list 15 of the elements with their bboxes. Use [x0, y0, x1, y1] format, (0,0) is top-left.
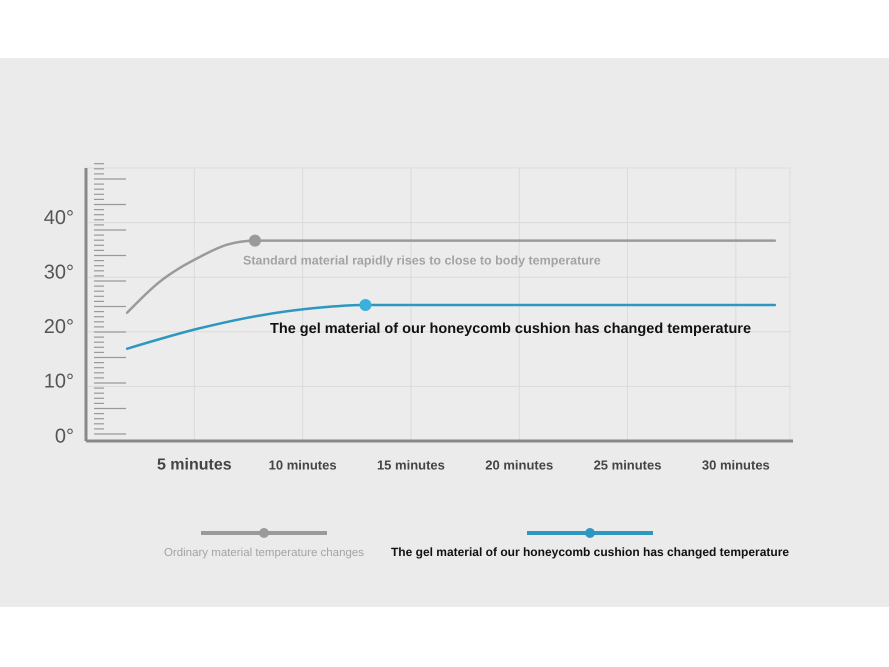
annotation: The gel material of our honeycomb cushion has changed temperature: [270, 320, 752, 337]
x-tick-label: 15 minutes: [376, 458, 445, 472]
y-tick-label: 30°: [44, 261, 74, 284]
x-tick-label: 5 minutes: [156, 456, 232, 474]
x-tick-label: 25 minutes: [594, 458, 662, 472]
legend-label: Ordinary material temperature changes: [164, 547, 364, 559]
y-tick-label: 0°: [54, 425, 74, 448]
x-tick-label: 10 minutes: [268, 458, 337, 472]
y-tick-label: 10°: [44, 370, 74, 393]
y-tick-label: 40°: [44, 206, 74, 229]
x-tick-label: 20 minutes: [485, 458, 554, 472]
x-tick-label: 30 minutes: [702, 458, 770, 472]
y-tick-label: 20°: [44, 316, 74, 338]
annotation: Standard material rapidly rises to close to body temperature: [243, 253, 601, 268]
legend-label: The gel material of our honeycomb cushion has changed temperature: [390, 545, 790, 559]
